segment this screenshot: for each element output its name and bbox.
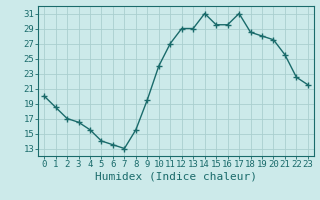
X-axis label: Humidex (Indice chaleur): Humidex (Indice chaleur) [95,172,257,182]
